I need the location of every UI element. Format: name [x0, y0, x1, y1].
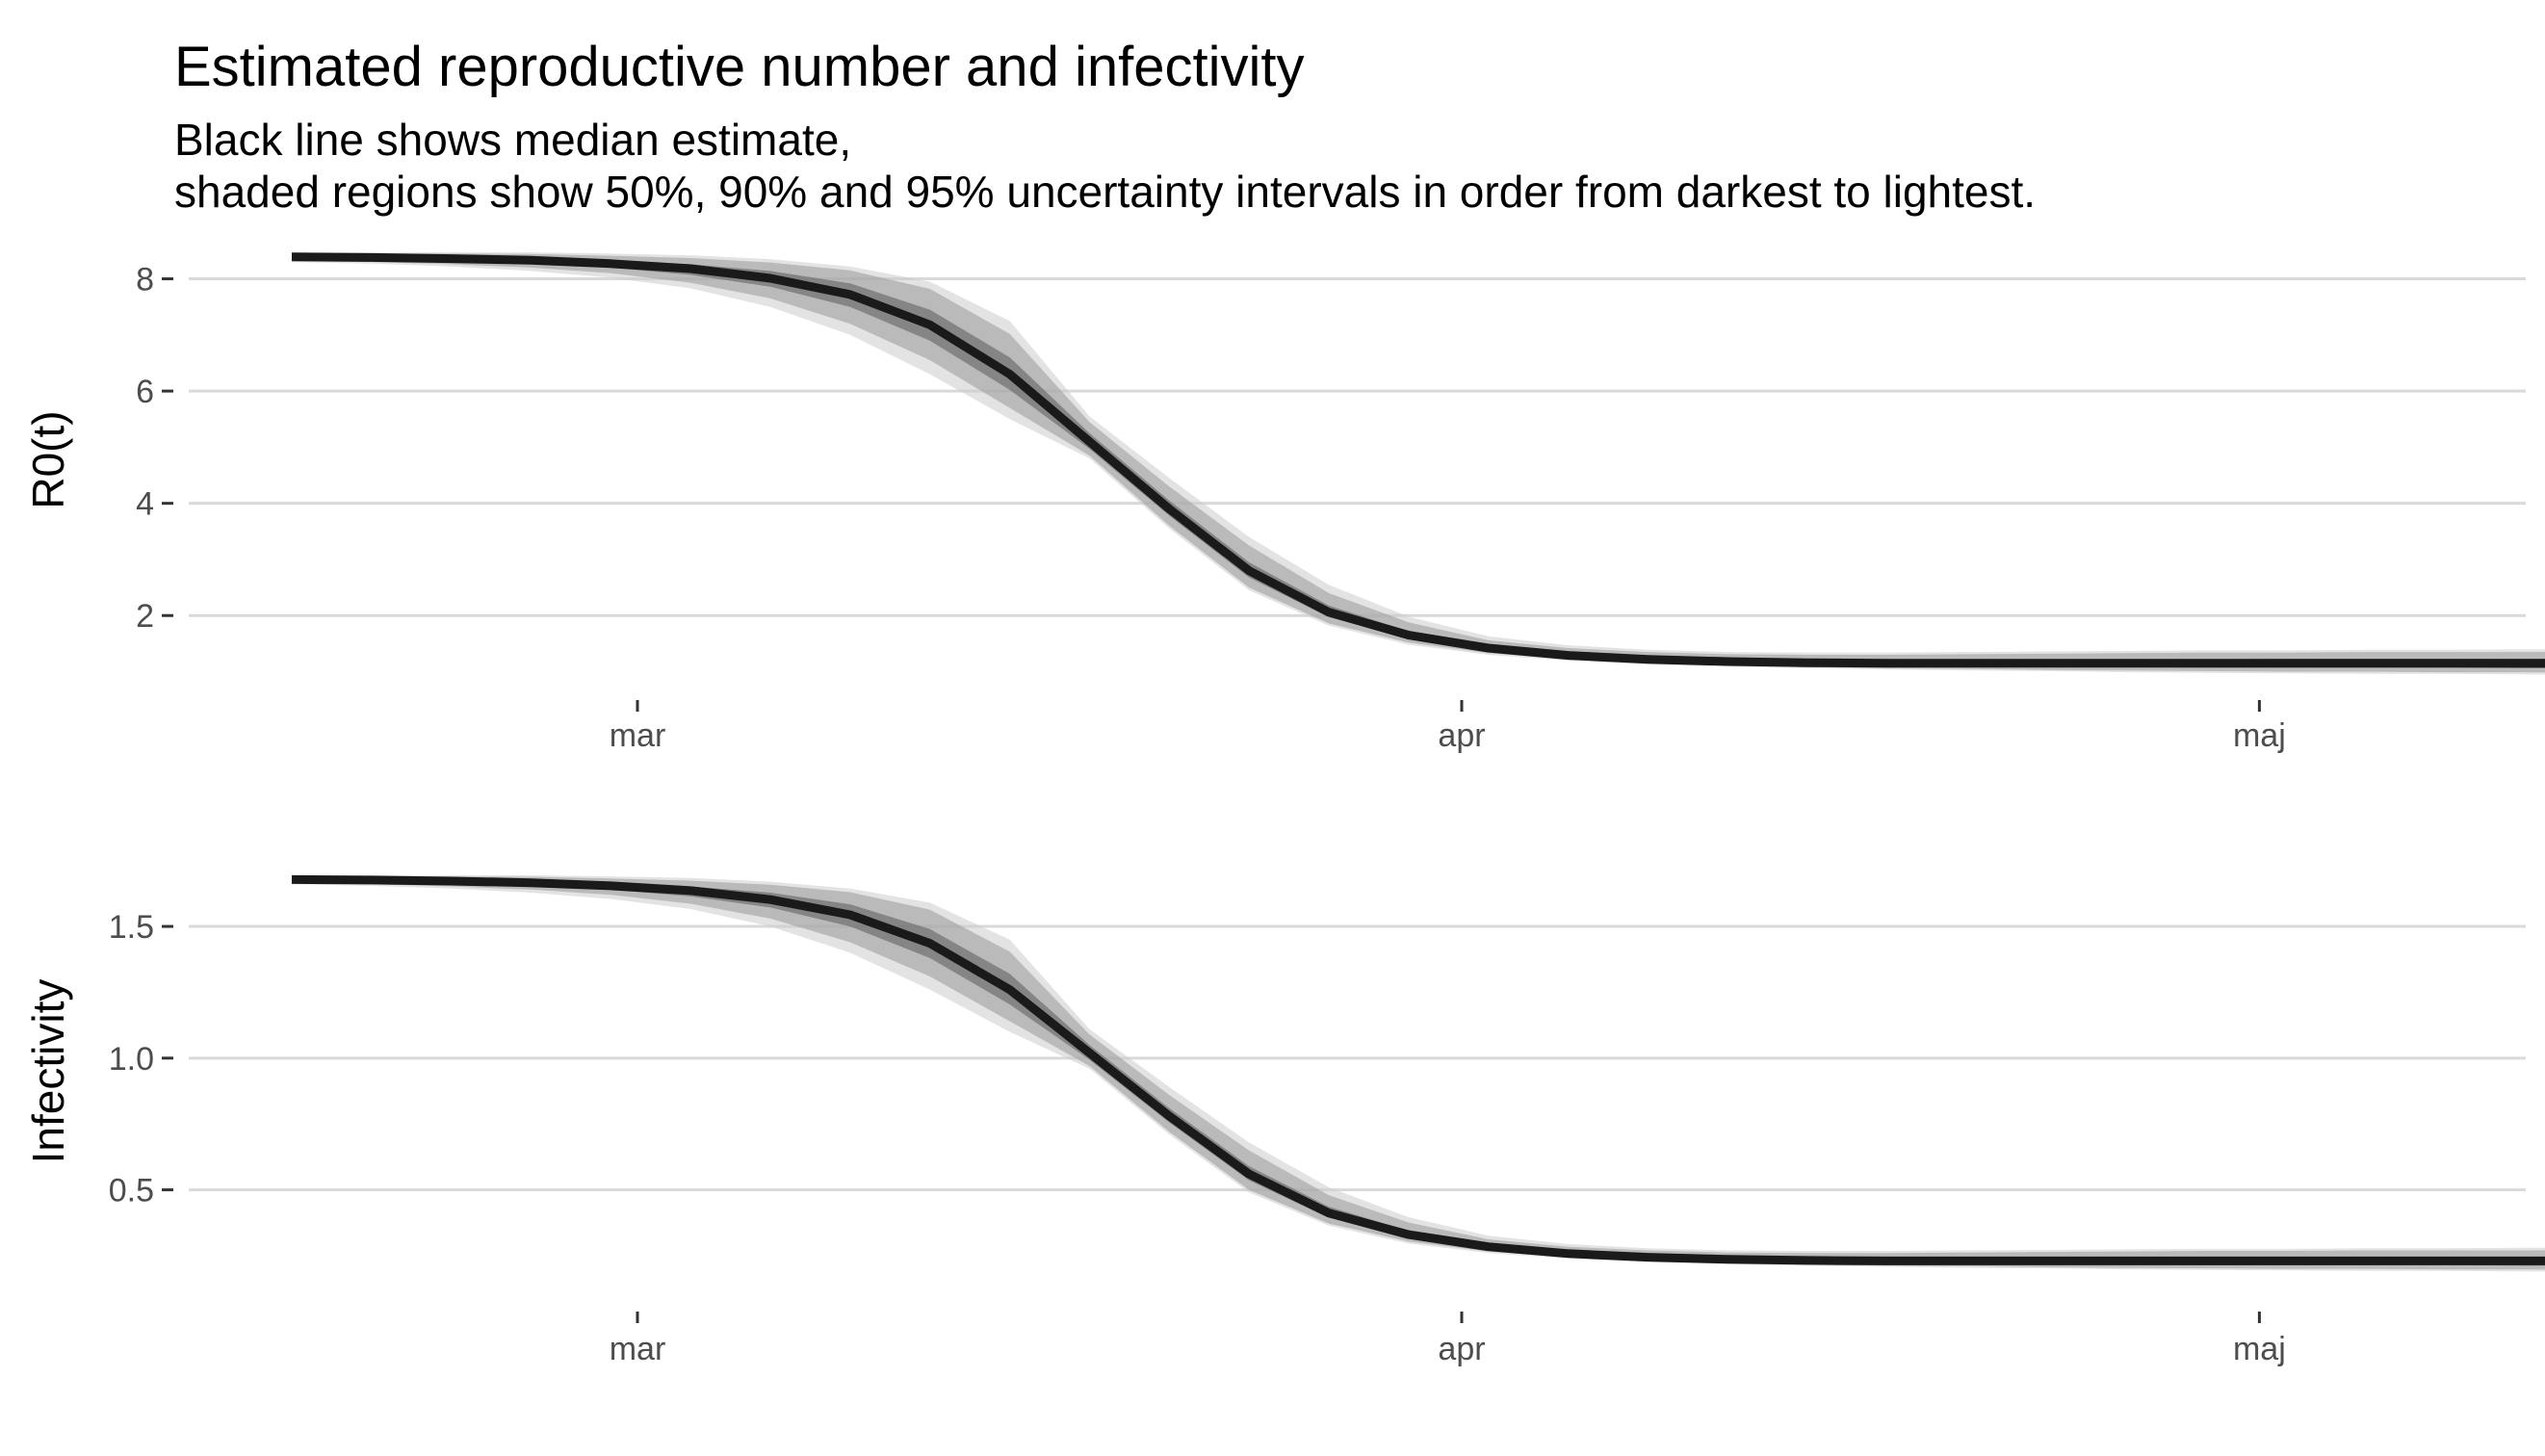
chart-subtitle-line-1: Black line shows median estimate, — [174, 115, 852, 165]
y-tick-label: 1.0 — [109, 1041, 154, 1078]
chart-title: Estimated reproductive number and infect… — [174, 36, 1305, 98]
band-95-area — [292, 252, 2545, 675]
band-90-area — [292, 253, 2545, 673]
y-tick-label: 2 — [136, 598, 154, 635]
x-tick-label: maj — [2233, 717, 2286, 754]
y-tick-label: 4 — [136, 486, 154, 523]
y-tick-label: 6 — [136, 374, 154, 410]
panel-1: 2 4 6 8 R0(t) mar apr maj — [23, 252, 2545, 754]
x-tick-label: maj — [2233, 1331, 2286, 1367]
band-50-area — [292, 877, 2545, 1266]
band-90-area — [292, 876, 2545, 1270]
band-95-area — [292, 875, 2545, 1272]
median-line — [291, 252, 2545, 668]
x-tick-label: mar — [610, 1331, 666, 1367]
panel-2: 0.5 1.0 1.5 Infectivity mar apr maj — [23, 874, 2545, 1367]
y-tick-label: 0.5 — [109, 1173, 154, 1209]
y-axis-label: R0(t) — [23, 410, 73, 508]
x-tick-label: apr — [1438, 717, 1485, 754]
y-tick-label: 1.5 — [109, 909, 154, 946]
median-line — [291, 874, 2545, 1265]
y-axis-label: Infectivity — [23, 979, 73, 1164]
y-tick-label: 8 — [136, 262, 154, 299]
band-50-area — [292, 255, 2545, 668]
chart-subtitle-line-2: shaded regions show 50%, 90% and 95% unc… — [174, 167, 2037, 217]
x-tick-label: apr — [1438, 1331, 1485, 1367]
x-tick-label: mar — [610, 717, 666, 754]
